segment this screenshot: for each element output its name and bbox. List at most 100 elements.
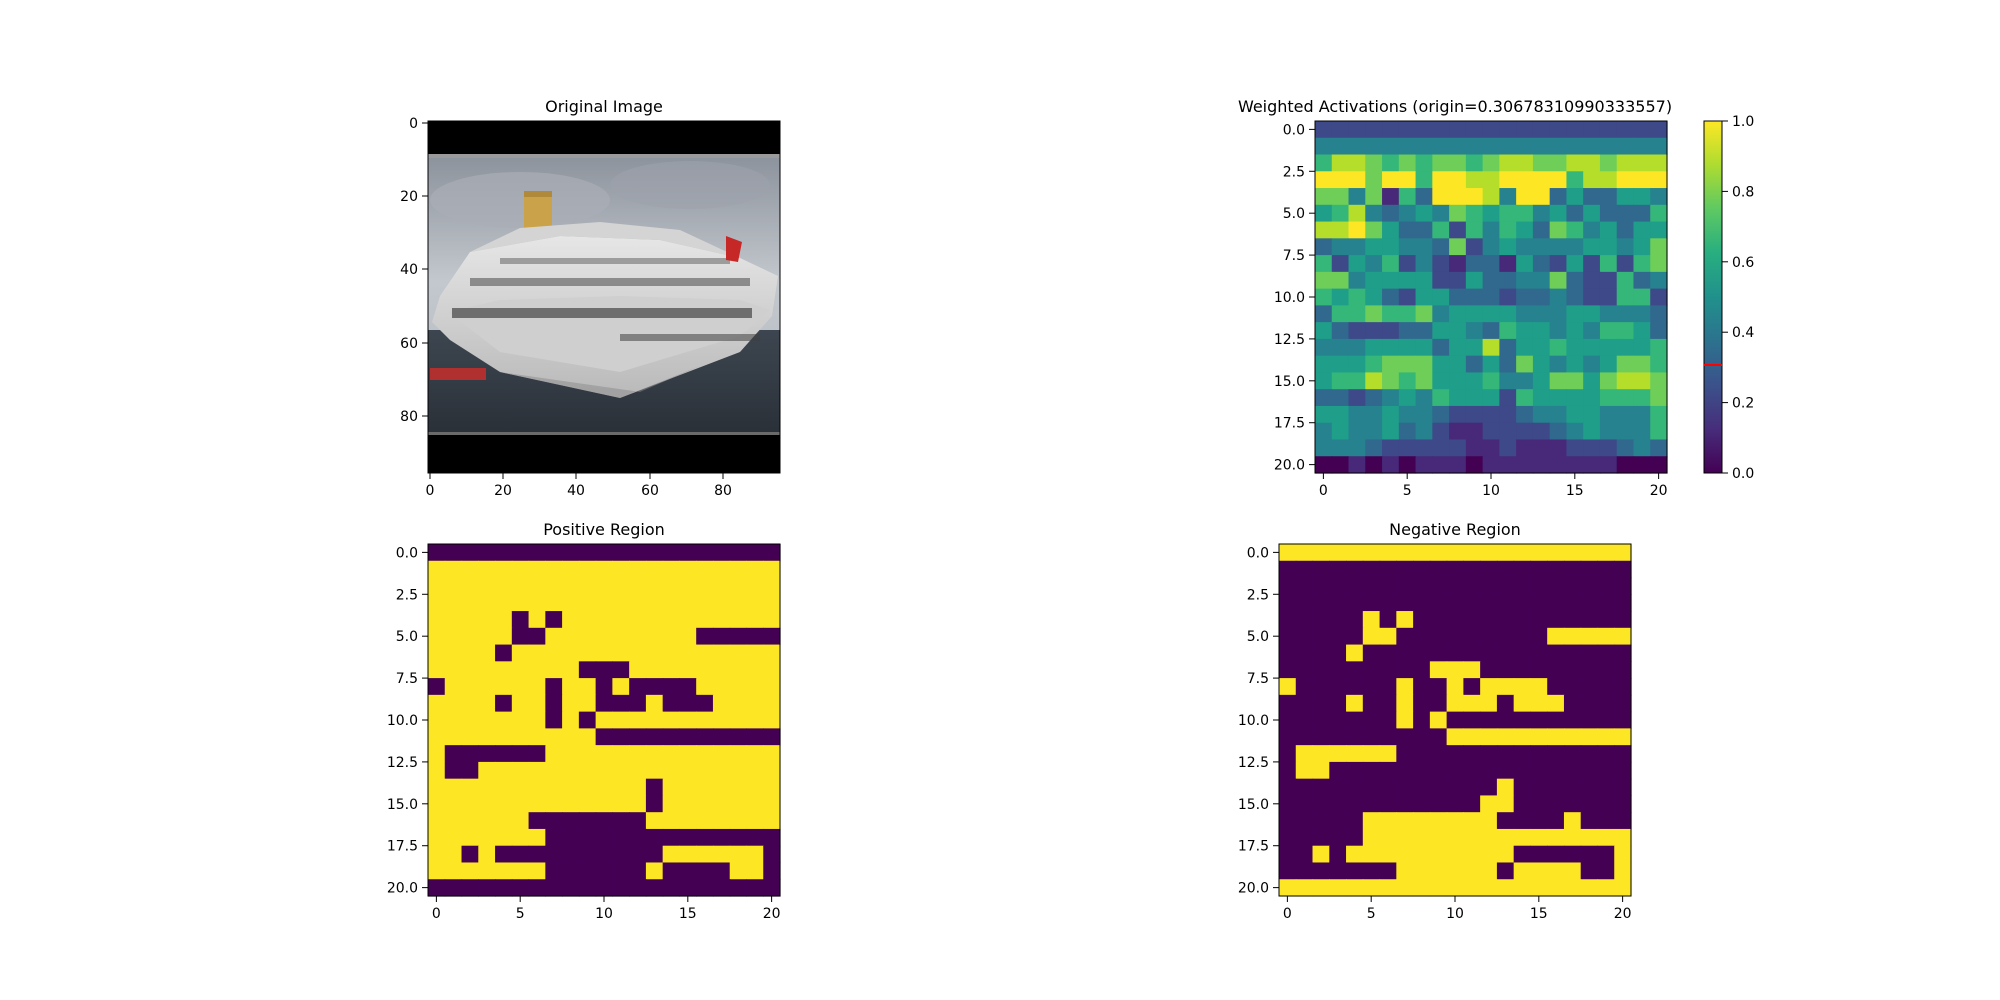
heatmap-cell <box>595 812 613 830</box>
heatmap-cell <box>763 544 781 562</box>
heatmap-cell <box>1365 322 1383 340</box>
heatmap-cell <box>1379 761 1397 780</box>
heatmap-cell <box>495 627 513 646</box>
heatmap-cell <box>1530 694 1548 713</box>
heatmap-cell <box>1379 544 1397 562</box>
heatmap-cell <box>1312 694 1330 713</box>
heatmap-cell <box>1398 188 1417 206</box>
heatmap-cell <box>662 560 681 579</box>
heatmap-cell <box>1279 560 1297 579</box>
heatmap-cell <box>1346 728 1364 746</box>
heatmap-cell <box>1348 137 1366 156</box>
heatmap-cell <box>1499 338 1517 357</box>
heatmap-cell <box>495 544 513 562</box>
heatmap-cell <box>1365 372 1383 390</box>
heatmap-cell <box>645 644 664 662</box>
heatmap-cell <box>1650 121 1668 139</box>
heatmap-cell <box>1449 137 1467 156</box>
heatmap-cell <box>1633 355 1651 374</box>
heatmap-cell <box>1547 879 1565 897</box>
heatmap-cell <box>1465 439 1484 457</box>
heatmap-cell <box>1331 305 1350 323</box>
heatmap-cell <box>1563 862 1582 880</box>
heatmap-cell <box>1382 422 1400 441</box>
heatmap-cell <box>1616 305 1635 323</box>
heatmap-cell <box>679 728 697 746</box>
heatmap-cell <box>1331 288 1350 306</box>
heatmap-cell <box>495 694 513 713</box>
heatmap-cell <box>428 644 446 662</box>
heatmap-cell <box>1513 862 1532 880</box>
heatmap-cell <box>729 745 748 763</box>
heatmap-cell <box>612 879 630 897</box>
heatmap-cell <box>629 711 647 729</box>
heatmap-cell <box>1331 188 1350 206</box>
heatmap-cell <box>1549 322 1568 340</box>
heatmap-cell <box>696 594 714 612</box>
heatmap-cell <box>1499 154 1517 172</box>
heatmap-cell <box>612 745 630 763</box>
heatmap-cell <box>1413 845 1431 864</box>
heatmap-cell <box>1633 238 1651 256</box>
heatmap-cell <box>578 862 597 880</box>
heatmap-cell <box>729 544 748 562</box>
heatmap-cell <box>528 812 546 830</box>
heatmap-cell <box>528 544 546 562</box>
heatmap-cell <box>444 828 463 847</box>
heatmap-cell <box>1650 238 1668 256</box>
heatmap-cell <box>562 795 580 813</box>
heatmap-cell <box>1449 171 1467 189</box>
heatmap-cell <box>1583 355 1601 374</box>
heatmap-cell <box>1566 221 1584 239</box>
heatmap-cell <box>1516 355 1534 374</box>
heatmap-cell <box>444 577 463 595</box>
heatmap-cell <box>1432 405 1450 424</box>
heatmap-cell <box>528 761 546 780</box>
heatmap-cell <box>461 862 479 880</box>
heatmap-cell <box>1499 171 1517 189</box>
heatmap-cell <box>1532 405 1551 424</box>
heatmap-cell <box>1362 745 1381 763</box>
heatmap-cell <box>1396 761 1414 780</box>
heatmap-cell <box>1583 255 1601 273</box>
heatmap-cell <box>1449 188 1467 206</box>
heatmap-cell <box>1413 678 1431 696</box>
heatmap-cell <box>1650 255 1668 273</box>
heatmap-cell <box>1379 711 1397 729</box>
heatmap-cell <box>679 611 697 629</box>
heatmap-cell <box>1365 456 1383 474</box>
heatmap-cell <box>1449 255 1467 273</box>
heatmap-cell <box>629 745 647 763</box>
heatmap-cell <box>1547 661 1565 679</box>
heatmap-cell <box>696 828 714 847</box>
heatmap-cell <box>1432 137 1450 156</box>
heatmap-cell <box>645 795 664 813</box>
heatmap-cell <box>1516 372 1534 390</box>
heatmap-cell <box>1465 322 1484 340</box>
heatmap-cell <box>1532 154 1551 172</box>
heatmap-cell <box>1295 644 1314 662</box>
y-tick-label: 17.5 <box>387 839 418 855</box>
heatmap-cell <box>1396 845 1414 864</box>
heatmap-cell <box>545 828 563 847</box>
heatmap-cell <box>495 828 513 847</box>
heatmap-cell <box>1449 121 1467 139</box>
heatmap-cell <box>1532 355 1551 374</box>
heatmap-cell <box>562 577 580 595</box>
heatmap-cell <box>712 778 731 797</box>
heatmap-cell <box>1616 137 1635 156</box>
heatmap-cell <box>612 594 630 612</box>
heatmap-cell <box>1547 795 1565 813</box>
heatmap-cell <box>1480 577 1498 595</box>
heatmap-cell <box>679 661 697 679</box>
heatmap-cell <box>1616 405 1635 424</box>
heatmap-cell <box>1532 456 1551 474</box>
heatmap-cell <box>1382 154 1400 172</box>
negative-region-x-ticks: 0 5 10 15 20 <box>1283 896 1632 922</box>
heatmap-cell <box>1480 845 1498 864</box>
heatmap-cell <box>729 560 748 579</box>
heatmap-cell <box>1432 154 1450 172</box>
heatmap-cell <box>1413 627 1431 646</box>
heatmap-cell <box>1415 271 1433 290</box>
heatmap-cell <box>1516 322 1534 340</box>
